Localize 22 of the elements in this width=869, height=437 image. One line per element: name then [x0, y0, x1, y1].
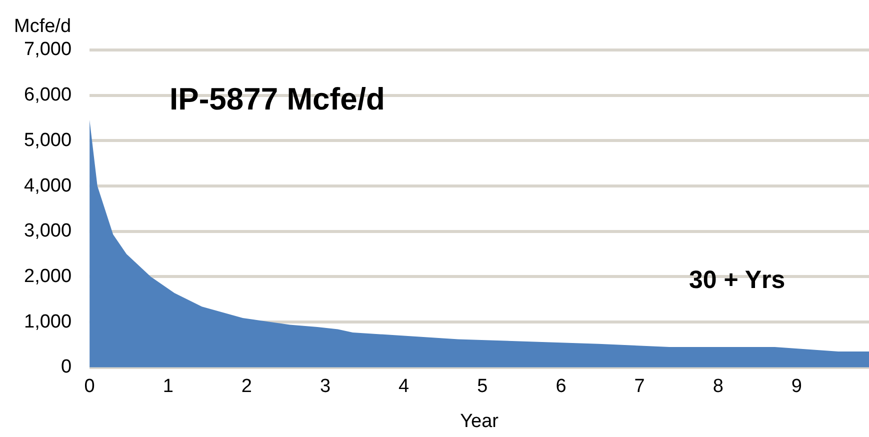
x-axis-title: Year: [460, 410, 500, 432]
y-tick-label: 5,000: [24, 130, 72, 151]
annotation: 30 + Yrs: [689, 266, 786, 294]
y-tick-label: 0: [60, 356, 72, 378]
y-tick-label: 7,000: [24, 39, 72, 60]
x-tick-label: 0: [84, 376, 95, 398]
x-tick-label: 2: [241, 376, 252, 398]
y-tick-label: 3,000: [24, 220, 72, 242]
y-tick-label: 2,000: [24, 266, 72, 287]
x-tick-label: 5: [477, 376, 488, 398]
y-tick-label: 4,000: [24, 175, 72, 196]
y-tick-label: 1,000: [24, 311, 72, 332]
x-tick-label: 7: [634, 376, 645, 398]
text: IP-5877 Mcfe/d: [170, 82, 385, 117]
y-axis-title: Mcfe/d: [14, 16, 72, 38]
x-tick-label: 3: [320, 376, 331, 398]
x-tick-label: 4: [398, 376, 410, 398]
x-tick-label: 9: [791, 376, 802, 398]
y-tick-label: 6,000: [24, 84, 72, 106]
x-tick-label: 1: [162, 376, 174, 398]
x-tick-label: 6: [556, 376, 566, 398]
x-tick-label: 8: [712, 376, 724, 398]
